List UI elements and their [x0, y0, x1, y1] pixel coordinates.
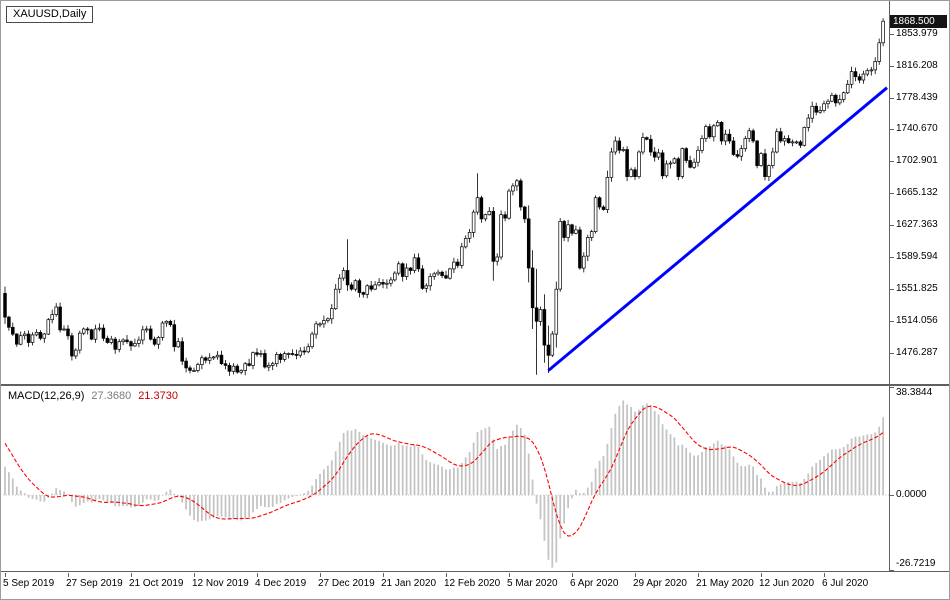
price-axis-label: 1627.363 [896, 219, 938, 231]
price-chart-canvas[interactable] [3, 3, 889, 384]
price-axis-label: 1853.979 [896, 27, 938, 39]
time-axis-tick [446, 573, 447, 577]
macd-axis-zero-label: 0.0000 [896, 489, 927, 501]
price-axis-tick [890, 193, 894, 195]
time-axis-label: 6 Jul 2020 [822, 578, 869, 589]
time-axis-label: 5 Mar 2020 [507, 578, 558, 589]
price-axis-label: 1702.901 [896, 155, 938, 167]
price-axis-tick [890, 321, 894, 323]
time-axis-tick [131, 573, 132, 577]
time-axis-tick [824, 573, 825, 577]
price-axis-label: 1665.132 [896, 187, 938, 199]
time-axis-tick [509, 573, 510, 577]
time-axis-tick [698, 573, 699, 577]
macd-indicator-label: MACD(12,26,9) 27.3680 21.3730 [8, 390, 178, 402]
time-axis-tick [68, 573, 69, 577]
trendline[interactable] [547, 86, 888, 372]
price-axis-label: 1476.287 [896, 347, 938, 359]
candles [3, 18, 885, 376]
time-axis-label: 21 May 2020 [696, 578, 754, 589]
price-axis-label: 1551.825 [896, 283, 938, 295]
time-axis-tick [194, 573, 195, 577]
price-axis-tick [890, 97, 894, 99]
time-axis-label: 4 Dec 2019 [255, 578, 307, 589]
time-axis-label: 21 Oct 2019 [129, 578, 184, 589]
price-axis-tick [890, 225, 894, 227]
price-axis-label: 1816.208 [896, 59, 938, 71]
time-axis-label: 29 Apr 2020 [633, 578, 687, 589]
time-axis-label: 5 Sep 2019 [3, 578, 55, 589]
macd-indicator-canvas[interactable] [3, 386, 889, 571]
price-axis-tick [890, 257, 894, 259]
macd-signal-value: 21.3730 [138, 390, 178, 402]
time-axis-tick [635, 573, 636, 577]
price-axis-border [889, 1, 890, 571]
macd-axis[interactable]: 38.3844 0.0000 -26.7219 [890, 386, 949, 571]
macd-axis-tick [890, 570, 894, 571]
time-axis-label: 12 Nov 2019 [192, 578, 249, 589]
price-axis-tick [890, 353, 894, 355]
price-axis-label: 1740.670 [896, 123, 938, 135]
macd-axis-max-label: 38.3844 [896, 387, 933, 398]
macd-axis-min-label: -26.7219 [896, 558, 936, 569]
time-axis[interactable]: 5 Sep 2019 27 Sep 2019 21 Oct 2019 12 Nov 2… [3, 573, 889, 599]
time-axis-label: 6 Apr 2020 [570, 578, 619, 589]
time-axis-label: 27 Dec 2019 [318, 578, 375, 589]
macd-main-value: 27.3680 [91, 390, 132, 402]
price-axis-label: 1514.056 [896, 315, 938, 327]
price-axis-tick [890, 129, 894, 131]
price-axis-tick [890, 65, 894, 67]
macd-axis-tick [890, 495, 894, 497]
time-axis-label: 12 Jun 2020 [759, 578, 815, 589]
current-price-tag: 1868.500 [890, 14, 947, 28]
price-axis-tick [890, 161, 894, 163]
price-axis-label: 1589.594 [896, 251, 938, 263]
time-axis-tick [761, 573, 762, 577]
time-axis-tick [5, 573, 6, 577]
time-axis-tick [320, 573, 321, 577]
time-axis-tick [383, 573, 384, 577]
macd-axis-tick [890, 387, 894, 388]
time-axis-tick [572, 573, 573, 577]
price-axis-label: 1778.439 [896, 91, 938, 103]
price-axis[interactable]: 1868.500 1853.979 1816.208 1778.439 1740.67… [890, 3, 949, 571]
time-axis-label: 27 Sep 2019 [66, 578, 123, 589]
panel-splitter[interactable] [1, 384, 949, 386]
time-axis-label: 12 Feb 2020 [444, 578, 501, 589]
time-axis-tick [257, 573, 258, 577]
macd-name: MACD(12,26,9) [8, 390, 85, 402]
price-axis-tick [890, 289, 894, 291]
macd-signal-line [4, 405, 884, 537]
time-axis-label: 21 Jan 2020 [381, 578, 437, 589]
time-axis-border [1, 571, 949, 572]
price-axis-tick [890, 33, 894, 35]
macd-histogram [4, 400, 884, 568]
symbol-timeframe-label: XAUUSD,Daily [6, 6, 94, 23]
